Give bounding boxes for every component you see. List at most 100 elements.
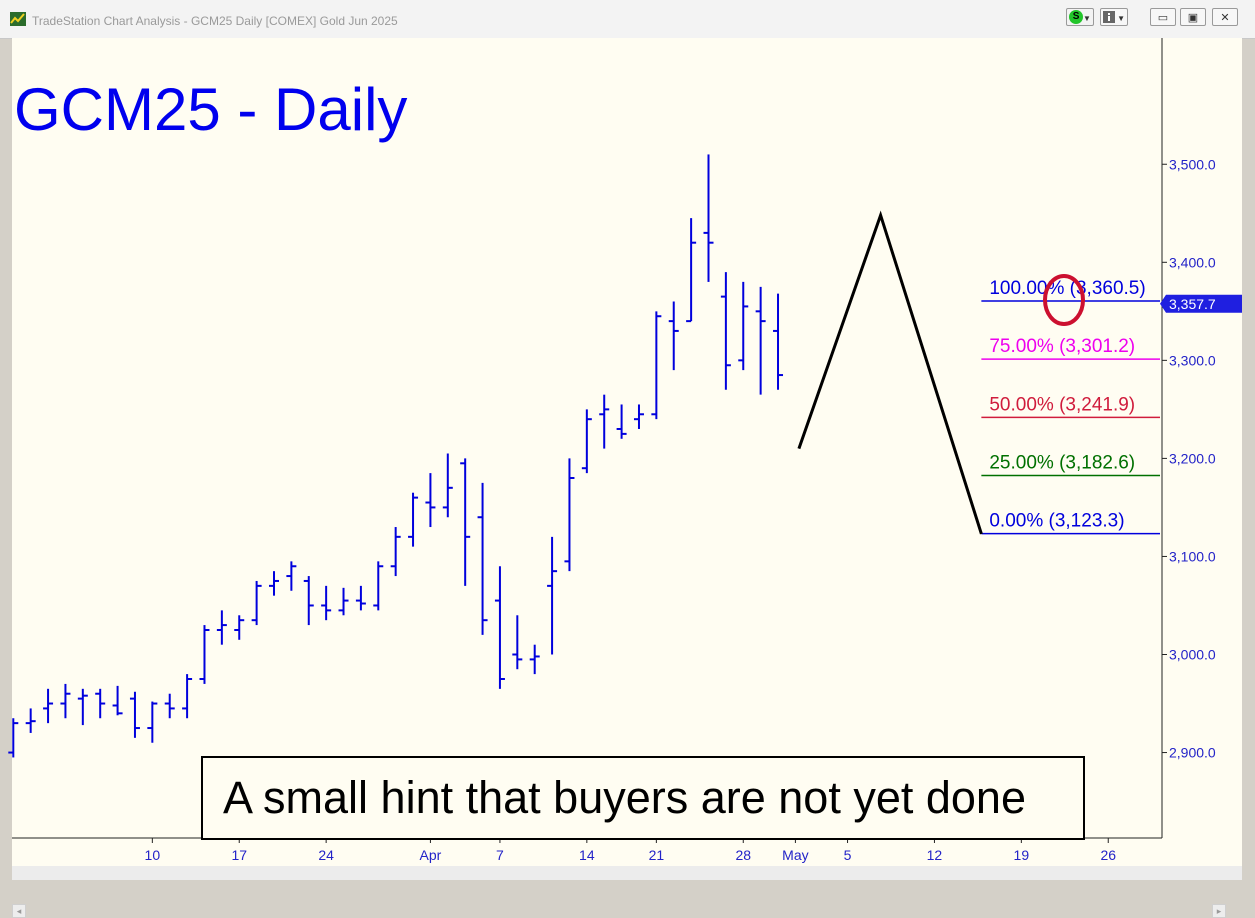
chevron-down-icon: ▼ bbox=[1114, 14, 1126, 23]
price-bar bbox=[303, 576, 314, 626]
price-bar bbox=[703, 154, 714, 282]
time-tick-label: 17 bbox=[231, 847, 247, 863]
scroll-right-button[interactable]: ▸ bbox=[1212, 904, 1226, 918]
time-tick-label: 21 bbox=[649, 847, 665, 863]
scrollbar-track[interactable] bbox=[12, 866, 1242, 880]
price-bar bbox=[720, 272, 731, 390]
price-bar bbox=[564, 458, 575, 572]
price-bar bbox=[668, 301, 679, 371]
arrow-left-icon: ◂ bbox=[16, 906, 22, 916]
price-tick-label: 3,200.0 bbox=[1169, 450, 1216, 466]
time-tick-label: 14 bbox=[579, 847, 595, 863]
price-bar bbox=[251, 580, 262, 626]
price-bar bbox=[408, 492, 419, 547]
annotation-box: A small hint that buyers are not yet don… bbox=[201, 756, 1085, 840]
time-tick-label: 19 bbox=[1014, 847, 1030, 863]
price-bar bbox=[460, 458, 471, 586]
price-tick-label: 3,400.0 bbox=[1169, 254, 1216, 270]
chart-title: GCM25 - Daily bbox=[14, 76, 408, 143]
price-tick-label: 3,500.0 bbox=[1169, 156, 1216, 172]
price-bar bbox=[321, 585, 332, 621]
minimize-icon: ▭ bbox=[1157, 12, 1169, 24]
price-bar bbox=[390, 527, 401, 577]
price-bar bbox=[234, 615, 245, 640]
maximize-button[interactable]: ▣ bbox=[1180, 8, 1206, 26]
price-bar bbox=[633, 404, 644, 429]
fib-label: 25.00% (3,182.6) bbox=[989, 452, 1135, 473]
info-icon bbox=[1102, 11, 1115, 23]
chart-window[interactable]: 2,900.0 3,000.0 3,100.0 3,200.0 3,300.0 3,400… bbox=[0, 38, 1255, 918]
scroll-left-button[interactable]: ◂ bbox=[12, 904, 26, 918]
price-tick-label: 3,300.0 bbox=[1169, 352, 1216, 368]
tradestation-logo-icon bbox=[10, 12, 26, 26]
price-bar bbox=[599, 394, 610, 449]
maximize-icon: ▣ bbox=[1187, 12, 1199, 24]
price-bar bbox=[686, 218, 697, 323]
price-bar bbox=[442, 453, 453, 518]
price-bar bbox=[477, 482, 488, 635]
time-tick-label: 28 bbox=[735, 847, 751, 863]
time-tick-label: May bbox=[782, 847, 808, 863]
price-bar bbox=[373, 561, 384, 611]
price-tick-label: 2,900.0 bbox=[1169, 745, 1216, 761]
highlight-circle bbox=[1043, 274, 1085, 326]
fib-label: 0.00% (3,123.3) bbox=[989, 511, 1124, 532]
price-bar bbox=[755, 286, 766, 395]
price-bar bbox=[738, 281, 749, 371]
price-bar bbox=[338, 587, 349, 616]
time-tick-label: 7 bbox=[496, 847, 504, 863]
price-bar bbox=[494, 566, 505, 689]
strategy-button[interactable]: S ▼ bbox=[1066, 8, 1094, 26]
time-axis-background bbox=[12, 838, 1242, 866]
title-bar: TradeStation Chart Analysis - GCM25 Dail… bbox=[0, 0, 1255, 39]
close-icon: ✕ bbox=[1220, 12, 1230, 24]
price-bar bbox=[547, 536, 558, 655]
time-tick-label: Apr bbox=[420, 847, 442, 863]
fib-label: 100.00% (3,360.5) bbox=[989, 278, 1145, 299]
price-bar bbox=[25, 708, 36, 733]
price-bar bbox=[43, 688, 54, 724]
price-chart[interactable]: 2,900.0 3,000.0 3,100.0 3,200.0 3,300.0 3,400… bbox=[0, 38, 1255, 892]
price-bar bbox=[651, 311, 662, 420]
strategy-s-icon: S bbox=[1069, 10, 1084, 24]
price-bar bbox=[269, 571, 279, 596]
window-title: TradeStation Chart Analysis - GCM25 Dail… bbox=[32, 14, 398, 28]
time-tick-label: 5 bbox=[844, 847, 852, 863]
price-axis-background bbox=[1162, 38, 1242, 838]
price-bar bbox=[95, 688, 106, 719]
price-bar bbox=[773, 293, 784, 390]
price-bar bbox=[355, 585, 366, 611]
time-tick-label: 24 bbox=[318, 847, 334, 863]
close-button[interactable]: ✕ bbox=[1212, 8, 1238, 26]
price-bar bbox=[512, 615, 523, 670]
price-bar bbox=[216, 610, 227, 645]
price-bar bbox=[425, 473, 436, 528]
fib-label: 50.00% (3,241.9) bbox=[989, 394, 1135, 415]
price-bar bbox=[77, 688, 88, 726]
time-tick-label: 12 bbox=[927, 847, 943, 863]
price-bar bbox=[147, 701, 158, 743]
last-price-label: 3,357.7 bbox=[1169, 296, 1216, 312]
price-bar bbox=[129, 691, 140, 738]
price-tick-label: 3,000.0 bbox=[1169, 647, 1216, 663]
price-bar bbox=[112, 685, 123, 716]
last-price-tag bbox=[1160, 294, 1242, 313]
minimize-button[interactable]: ▭ bbox=[1150, 8, 1176, 26]
annotation-text: A small hint that buyers are not yet don… bbox=[223, 772, 1026, 823]
arrow-right-icon: ▸ bbox=[1216, 906, 1222, 916]
time-tick-label: 10 bbox=[145, 847, 161, 863]
price-bar bbox=[286, 561, 297, 591]
price-bar bbox=[616, 404, 627, 439]
info-button[interactable]: ▼ bbox=[1100, 8, 1128, 26]
price-bar bbox=[529, 644, 540, 675]
price-bar bbox=[182, 674, 193, 719]
chevron-down-icon: ▼ bbox=[1083, 14, 1091, 23]
time-tick-label: 26 bbox=[1100, 847, 1116, 863]
price-bar bbox=[199, 625, 210, 684]
price-bar bbox=[8, 718, 19, 758]
swing-line bbox=[797, 210, 983, 535]
price-bar bbox=[60, 683, 71, 719]
price-tick-label: 3,100.0 bbox=[1169, 548, 1216, 564]
fib-label: 75.00% (3,301.2) bbox=[989, 336, 1135, 357]
price-bar bbox=[581, 409, 592, 474]
